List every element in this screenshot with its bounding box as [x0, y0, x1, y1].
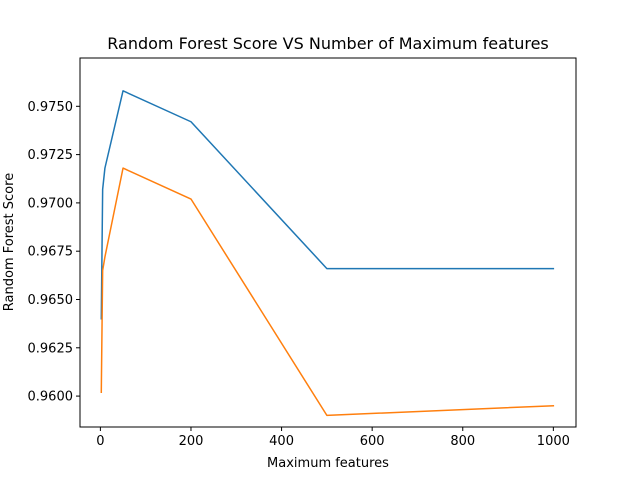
x-axis: 0 200 400 600 800 1000 [96, 427, 570, 449]
y-tick-label: 0.9600 [28, 390, 74, 405]
y-tick-label: 0.9725 [28, 148, 74, 163]
y-tick-label: 0.9675 [28, 245, 74, 260]
y-axis: 0.9600 0.9625 0.9650 0.9675 0.9700 0.9725 0.97… [28, 100, 80, 405]
x-tick-label: 400 [269, 434, 294, 449]
y-tick-label: 0.9625 [28, 341, 74, 356]
plot-frame [79, 57, 577, 428]
series-line-2 [100, 167, 555, 417]
y-tick-label: 0.9700 [28, 196, 74, 211]
x-tick-label: 600 [360, 434, 385, 449]
y-tick-label: 0.9750 [28, 100, 74, 115]
x-tick-label: 0 [96, 434, 104, 449]
series-line-1 [100, 90, 555, 320]
x-tick-label: 800 [450, 434, 475, 449]
x-axis-label: Maximum features [267, 456, 389, 471]
x-tick-label: 200 [179, 434, 204, 449]
y-tick-label: 0.9650 [28, 293, 74, 308]
y-axis-label: Random Forest Score [2, 173, 17, 311]
chart-title: Random Forest Score VS Number of Maximum… [107, 34, 549, 53]
plot-area [100, 90, 555, 417]
x-tick-label: 1000 [537, 434, 570, 449]
